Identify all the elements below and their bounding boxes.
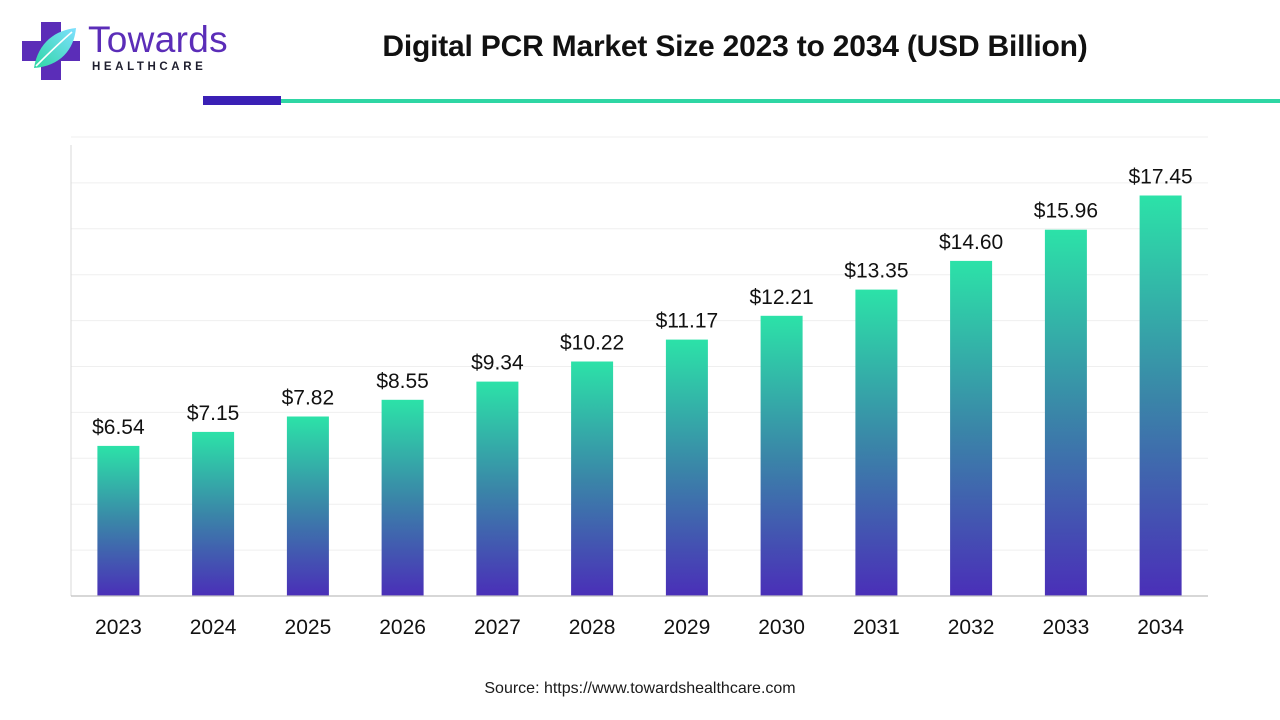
source-note: Source: https://www.towardshealthcare.co… (484, 680, 796, 697)
title-accent-bar-purple (203, 96, 281, 105)
value-label-2026: $8.55 (376, 370, 429, 393)
x-tick-label-2024: 2024 (190, 616, 237, 639)
bar-2029 (665, 339, 708, 596)
bar-2027 (476, 381, 519, 596)
medical-cross-leaf-icon (22, 22, 80, 80)
bar-2034 (1139, 195, 1182, 596)
bar-2028 (571, 361, 614, 596)
x-tick-label-2034: 2034 (1137, 616, 1184, 639)
x-tick-label-2026: 2026 (379, 616, 426, 639)
x-tick-label-2023: 2023 (95, 616, 142, 639)
value-label-2034: $17.45 (1128, 166, 1192, 189)
value-label-2028: $10.22 (560, 332, 624, 355)
x-tick-label-2033: 2033 (1043, 616, 1090, 639)
bar-2032 (950, 260, 993, 596)
value-label-2030: $12.21 (749, 286, 813, 309)
x-tick-label-2032: 2032 (948, 616, 995, 639)
brand-tagline: HEALTHCARE (92, 61, 207, 73)
value-label-2032: $14.60 (939, 231, 1003, 254)
value-labels: $6.54 $7.15 $7.82 $8.55 $9.34 $10.22 $11.17 $12… (92, 166, 1193, 439)
value-label-2023: $6.54 (92, 416, 145, 439)
value-label-2024: $7.15 (187, 402, 240, 425)
value-label-2027: $9.34 (471, 352, 524, 375)
bar-2031 (855, 289, 898, 596)
value-label-2025: $7.82 (282, 387, 335, 410)
title-accent-line-teal (281, 99, 1280, 103)
gridlines (71, 136, 1208, 551)
bar-2024 (192, 431, 235, 596)
bar-2026 (381, 399, 424, 596)
value-label-2033: $15.96 (1034, 200, 1098, 223)
x-tick-label-2031: 2031 (853, 616, 900, 639)
x-tick-label-2029: 2029 (664, 616, 711, 639)
x-tick-label-2030: 2030 (758, 616, 805, 639)
x-tick-label-2025: 2025 (285, 616, 332, 639)
value-label-2029: $11.17 (656, 310, 719, 333)
x-tick-label-2027: 2027 (474, 616, 521, 639)
chart-title: Digital PCR Market Size 2023 to 2034 (US… (382, 30, 1088, 63)
bars (97, 195, 1182, 596)
bar-2023 (97, 445, 140, 596)
brand-name: Towards (88, 19, 228, 60)
x-tick-label-2028: 2028 (569, 616, 616, 639)
bar-2030 (760, 315, 803, 596)
brand-logo: Towards HEALTHCARE (20, 18, 240, 82)
bar-2025 (286, 416, 329, 596)
x-tick-labels: 2023 2024 2025 2026 2027 2028 2029 2030 2031 2032… (95, 616, 1184, 639)
value-label-2031: $13.35 (844, 260, 908, 283)
bar-2033 (1044, 229, 1087, 596)
